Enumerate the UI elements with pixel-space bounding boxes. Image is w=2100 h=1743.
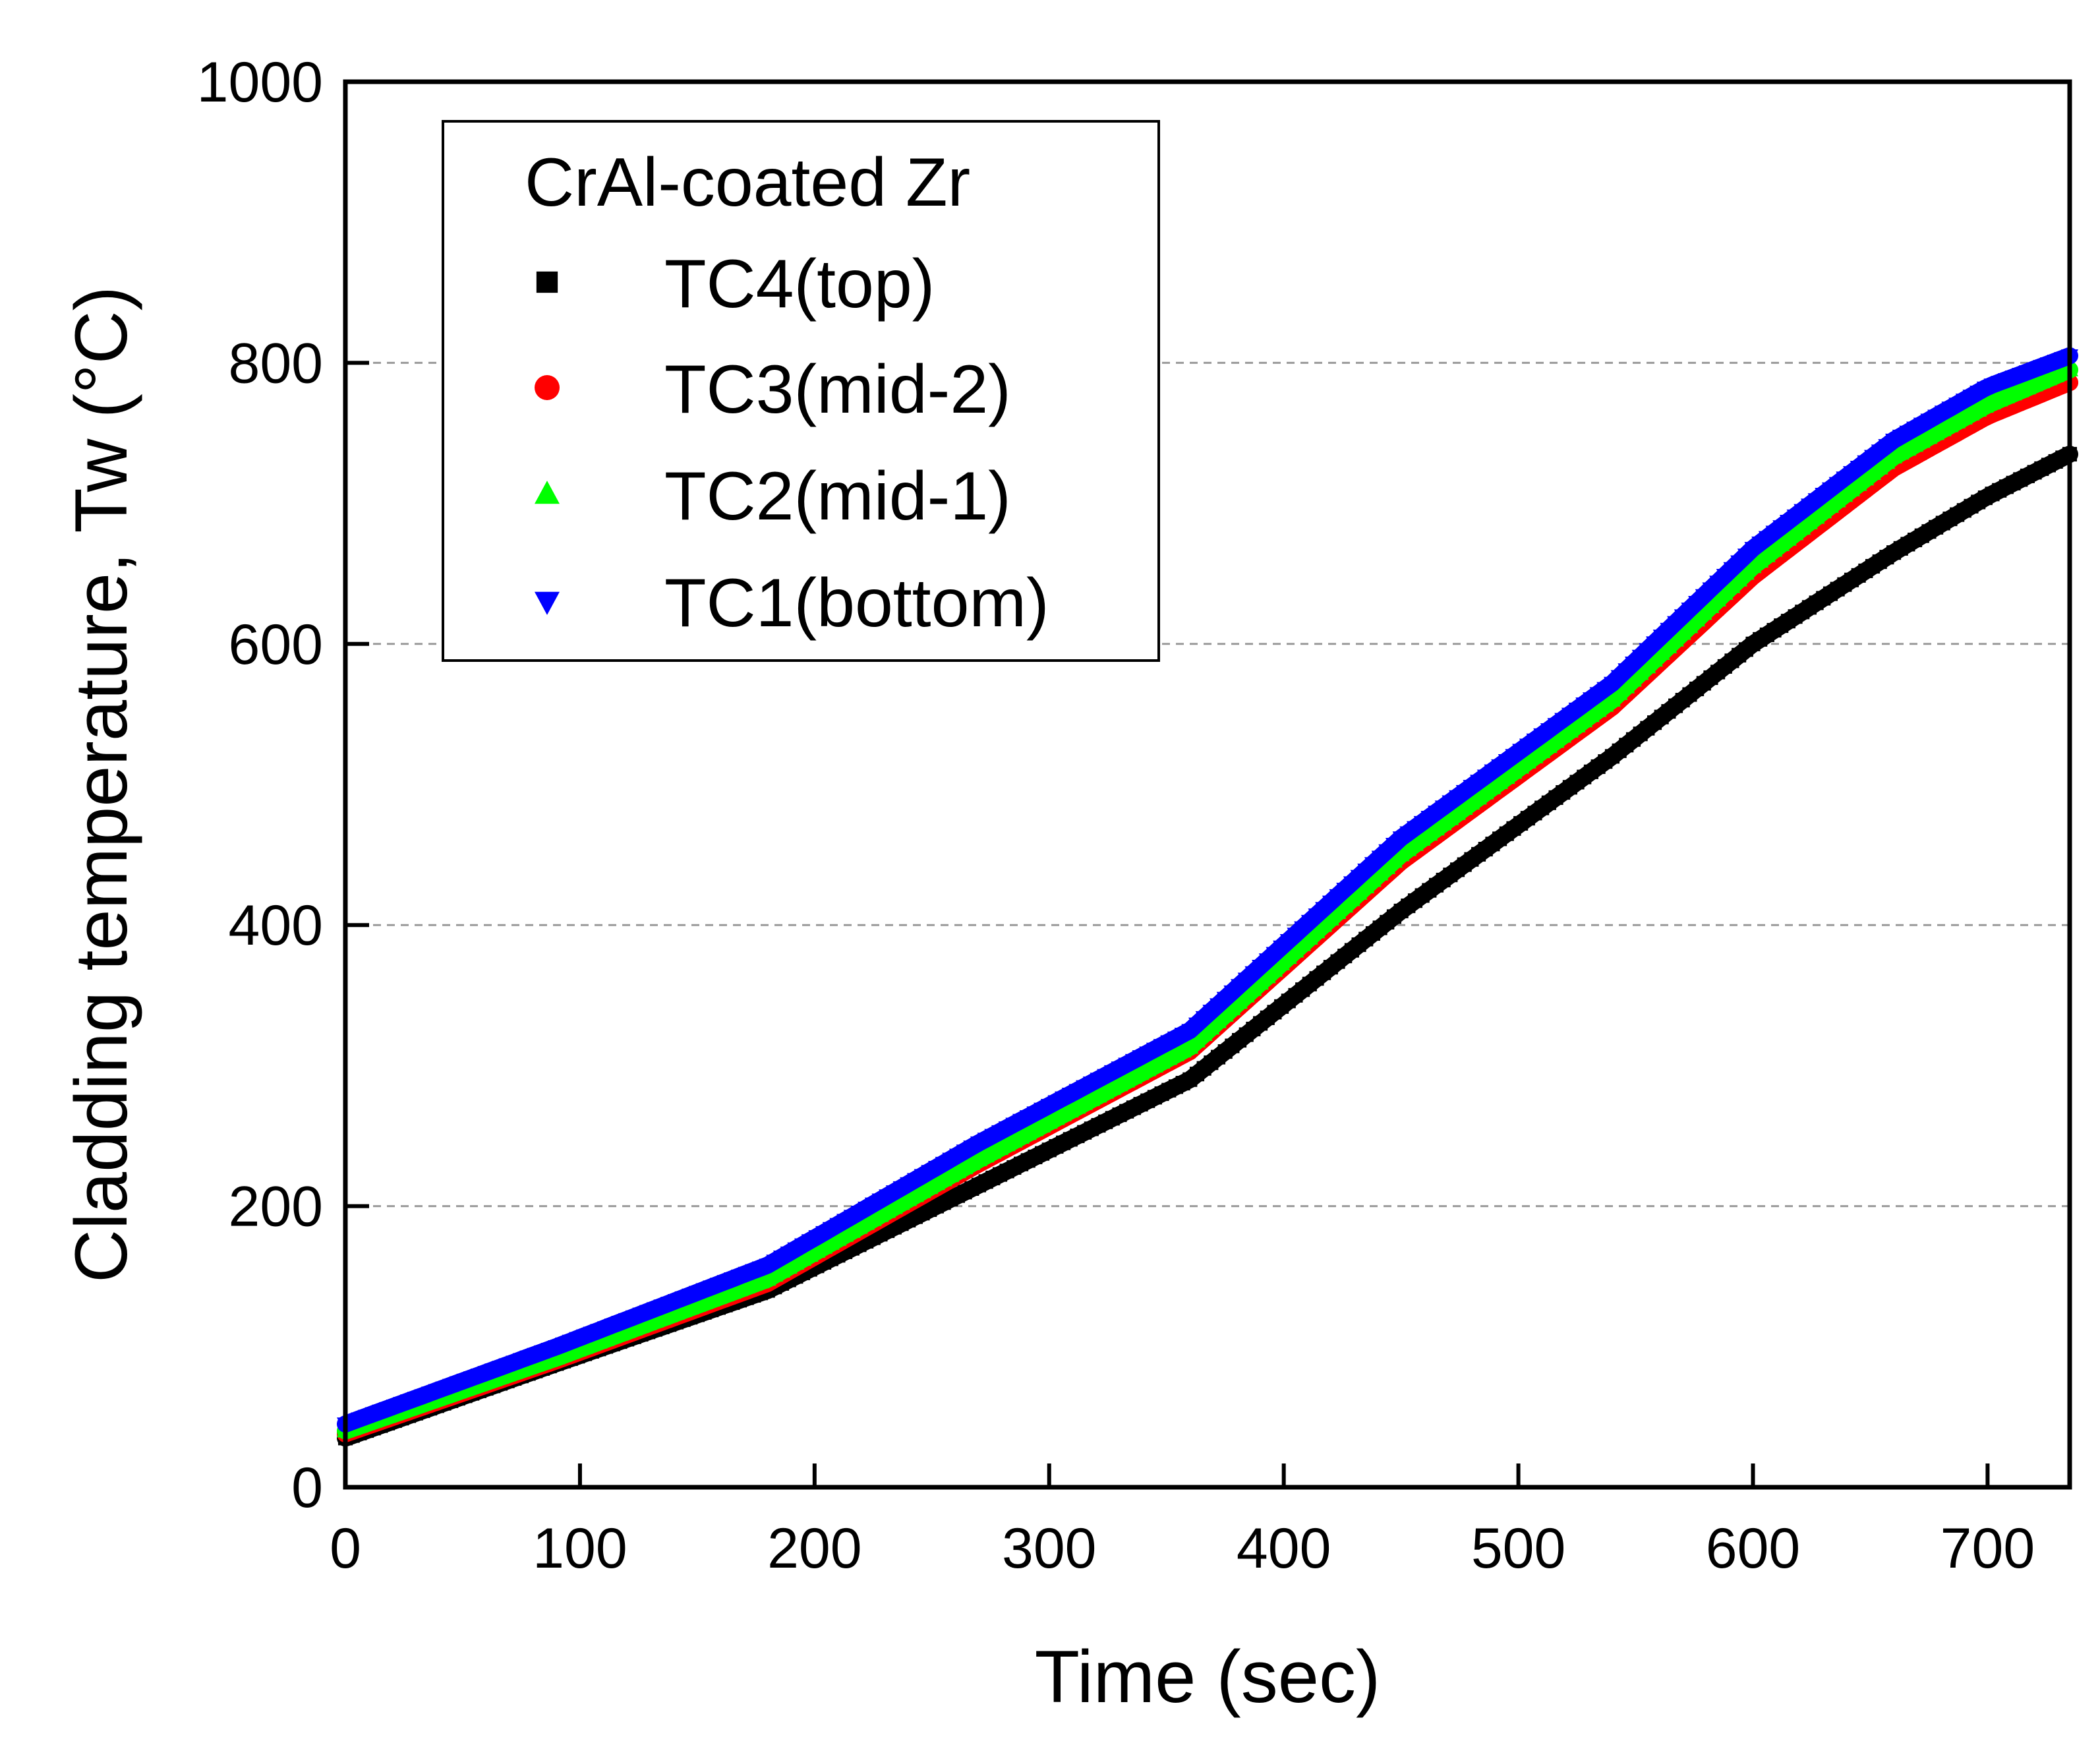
series-layer	[337, 347, 2078, 1447]
data-point-2-65	[794, 1249, 812, 1266]
legend: CrAl-coated Zr TC4(top) TC3(mid-2) TC2(mid…	[442, 120, 1160, 662]
data-point-2-87	[948, 1162, 966, 1179]
x-tick-label-0: 0	[330, 1517, 361, 1580]
data-point-2-72	[843, 1222, 861, 1238]
data-point-2-64	[787, 1254, 805, 1270]
data-point-2-60	[759, 1270, 776, 1286]
data-point-2-75	[864, 1210, 882, 1226]
legend-label-0: TC4(top)	[664, 246, 935, 322]
data-point-2-78	[885, 1198, 903, 1214]
series-2	[337, 360, 2078, 1440]
y-tick-label-200: 200	[229, 1175, 324, 1239]
legend-label-1: TC3(mid-2)	[664, 351, 1011, 428]
x-tick-label-600: 600	[1706, 1517, 1801, 1580]
legend-marker-2	[535, 481, 560, 504]
legend-label-3: TC1(bottom)	[664, 565, 1049, 641]
plot-frame	[343, 79, 2072, 1490]
legend-entry-0: TC4(top)	[536, 246, 935, 322]
data-point-2-88	[956, 1158, 974, 1175]
data-point-2-74	[858, 1214, 875, 1230]
grid-lines	[345, 361, 2070, 1208]
x-tick-label-700: 700	[1940, 1517, 2035, 1580]
data-point-2-89	[963, 1154, 981, 1171]
data-point-2-63	[780, 1258, 798, 1274]
legend-entry-3: TC1(bottom)	[535, 565, 1049, 641]
data-point-2-70	[829, 1229, 847, 1246]
legend-marker-0	[536, 271, 558, 293]
x-tick-label-500: 500	[1471, 1517, 1566, 1580]
data-point-2-69	[822, 1233, 840, 1250]
legend-box	[442, 120, 1160, 662]
x-tick-label-100: 100	[533, 1517, 627, 1580]
axis-ticks	[343, 80, 1990, 1489]
x-tick-label-200: 200	[767, 1517, 862, 1580]
legend-label-2: TC2(mid-1)	[664, 458, 1011, 535]
tick-labels: 0 100 200 300 400 500 600 700 0 200 400 600 800 1000	[197, 51, 2035, 1580]
data-point-2-77	[879, 1202, 896, 1218]
data-point-2-80	[900, 1190, 918, 1206]
data-point-2-79	[892, 1194, 910, 1210]
data-point-2-86	[942, 1166, 960, 1183]
legend-marker-3	[535, 591, 560, 615]
data-point-2-82	[914, 1182, 931, 1198]
y-tick-label-1000: 1000	[197, 51, 323, 114]
y-tick-label-600: 600	[229, 613, 324, 676]
legend-title: CrAl-coated Zr	[525, 144, 970, 221]
y-tick-label-400: 400	[229, 894, 324, 957]
data-point-2-66	[801, 1245, 819, 1262]
x-tick-label-400: 400	[1237, 1517, 1331, 1580]
data-point-2-85	[935, 1170, 952, 1187]
data-point-2-71	[836, 1226, 854, 1242]
x-tick-label-300: 300	[1002, 1517, 1097, 1580]
data-point-2-73	[850, 1218, 868, 1234]
data-point-2-68	[815, 1237, 833, 1254]
legend-entries: TC4(top) TC3(mid-2) TC2(mid-1) TC1(bottom)	[535, 246, 1049, 641]
y-tick-label-0: 0	[291, 1456, 323, 1520]
data-point-2-83	[921, 1178, 939, 1195]
data-point-2-76	[871, 1206, 889, 1222]
legend-entry-1: TC3(mid-2)	[535, 351, 1011, 428]
series-3	[337, 347, 2078, 1434]
data-point-2-67	[808, 1241, 826, 1258]
x-axis-title: Time (sec)	[1035, 1636, 1381, 1718]
data-point-2-81	[906, 1186, 924, 1202]
y-tick-label-800: 800	[229, 332, 324, 395]
data-point-2-62	[773, 1262, 791, 1278]
y-axis-title: Cladding temperature, Tw (°C)	[60, 286, 142, 1283]
data-point-2-84	[927, 1174, 945, 1191]
legend-entry-2: TC2(mid-1)	[535, 458, 1011, 535]
legend-marker-1	[535, 375, 560, 400]
data-point-2-61	[766, 1266, 784, 1282]
